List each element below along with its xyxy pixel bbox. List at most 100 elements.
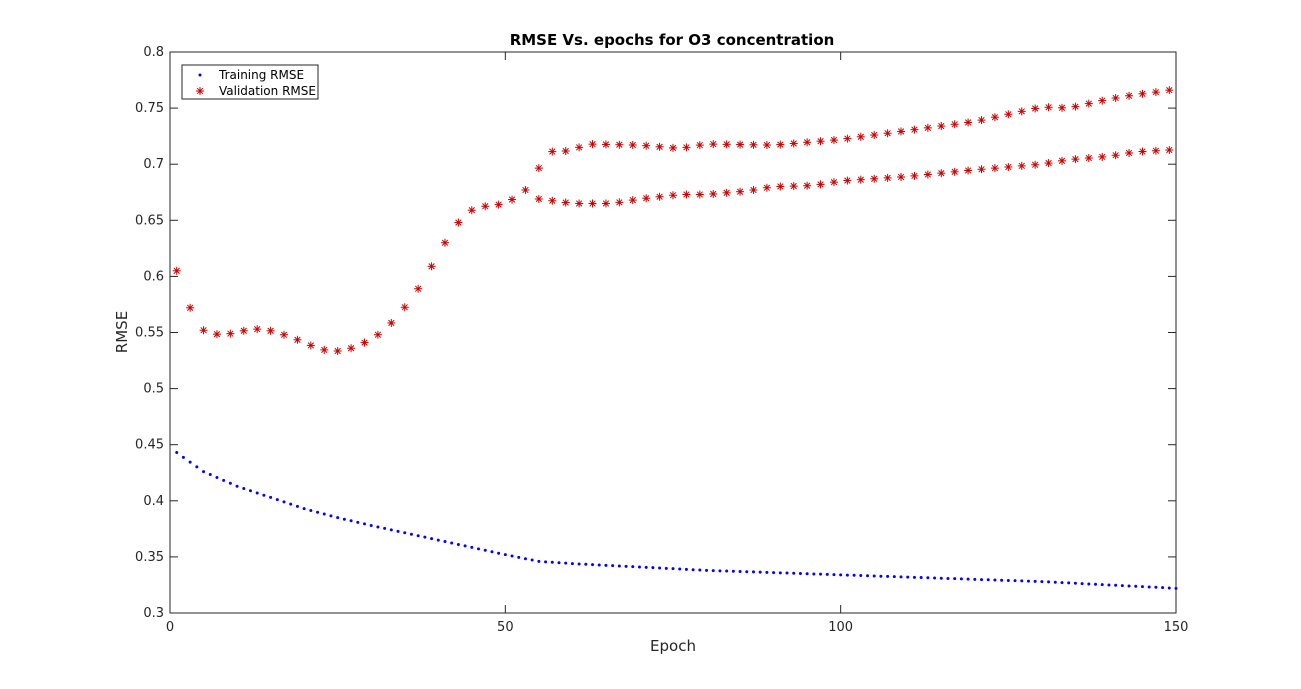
training-point — [892, 575, 896, 579]
training-point — [993, 578, 997, 582]
training-point — [248, 489, 252, 493]
validation-point — [709, 189, 718, 198]
training-point — [430, 537, 434, 541]
training-point — [349, 519, 353, 523]
validation-point — [212, 330, 221, 339]
validation-point — [508, 195, 517, 204]
training-point — [396, 529, 400, 533]
training-point — [705, 568, 709, 572]
validation-point — [1044, 103, 1053, 112]
training-point — [658, 566, 662, 570]
legend-label-training: Training RMSE — [218, 68, 304, 82]
validation-point — [1138, 89, 1147, 98]
y-tick-label: 0.5 — [143, 382, 164, 397]
y-axis-label: RMSE — [113, 311, 131, 353]
training-point — [1147, 585, 1151, 589]
validation-point — [762, 183, 771, 192]
validation-point — [1151, 88, 1160, 97]
training-point — [1127, 584, 1131, 588]
training-point — [342, 517, 346, 521]
validation-point — [870, 131, 879, 140]
validation-point — [883, 173, 892, 182]
validation-point — [803, 138, 812, 147]
training-point — [188, 460, 192, 464]
validation-point — [642, 194, 651, 203]
training-point — [510, 554, 514, 558]
training-point — [624, 564, 628, 568]
validation-point — [280, 330, 289, 339]
validation-point — [534, 194, 543, 203]
validation-point — [226, 329, 235, 338]
validation-point — [615, 140, 624, 149]
training-point — [309, 508, 313, 512]
training-point — [805, 572, 809, 576]
validation-point — [1165, 145, 1174, 154]
validation-point — [347, 344, 356, 353]
training-point — [966, 577, 970, 581]
training-point — [872, 574, 876, 578]
validation-point — [1098, 96, 1107, 105]
validation-point — [253, 325, 262, 334]
training-point — [483, 548, 487, 552]
validation-point — [628, 196, 637, 205]
training-point — [195, 465, 199, 469]
legend-marker-validation — [196, 87, 204, 95]
validation-point — [816, 137, 825, 146]
training-point — [1026, 579, 1030, 583]
validation-point — [1031, 104, 1040, 113]
validation-point — [494, 200, 503, 209]
validation-point — [333, 347, 342, 356]
training-point — [691, 568, 695, 572]
validation-point — [722, 188, 731, 197]
validation-point — [695, 190, 704, 199]
training-point — [912, 575, 916, 579]
validation-point — [923, 170, 932, 179]
training-point — [785, 571, 789, 575]
validation-point — [856, 175, 865, 184]
validation-point — [682, 190, 691, 199]
training-point — [1000, 578, 1004, 582]
validation-point — [642, 141, 651, 150]
validation-point — [239, 326, 248, 335]
training-point — [1073, 581, 1077, 585]
validation-point — [521, 186, 530, 195]
training-point — [255, 491, 259, 495]
validation-point — [1057, 156, 1066, 165]
validation-point — [682, 143, 691, 152]
training-point — [1053, 580, 1057, 584]
legend: Training RMSE Validation RMSE — [181, 64, 319, 100]
training-point — [470, 545, 474, 549]
training-point — [1067, 581, 1071, 585]
training-point — [644, 565, 648, 569]
validation-point — [454, 218, 463, 227]
training-point — [758, 570, 762, 574]
training-point — [1114, 583, 1118, 587]
validation-point — [320, 345, 329, 354]
validation-point — [923, 123, 932, 132]
training-point — [852, 573, 856, 577]
training-point — [651, 566, 655, 570]
y-tick-label: 0.35 — [135, 550, 164, 565]
validation-point — [816, 180, 825, 189]
training-point — [202, 470, 206, 474]
validation-point — [762, 141, 771, 150]
validation-point — [749, 186, 758, 195]
training-point — [899, 575, 903, 579]
training-point — [604, 563, 608, 567]
training-point — [1087, 582, 1091, 586]
validation-point — [883, 129, 892, 138]
validation-point — [990, 113, 999, 122]
training-point — [879, 574, 883, 578]
validation-point — [548, 147, 557, 156]
validation-point — [1071, 155, 1080, 164]
training-point — [336, 516, 340, 520]
training-point — [845, 573, 849, 577]
training-point — [745, 570, 749, 574]
validation-point — [964, 118, 973, 127]
validation-point — [1031, 160, 1040, 169]
validation-point — [669, 191, 677, 200]
validation-point — [1004, 110, 1013, 119]
training-point — [946, 576, 950, 580]
training-point — [953, 577, 957, 581]
training-point — [812, 572, 816, 576]
